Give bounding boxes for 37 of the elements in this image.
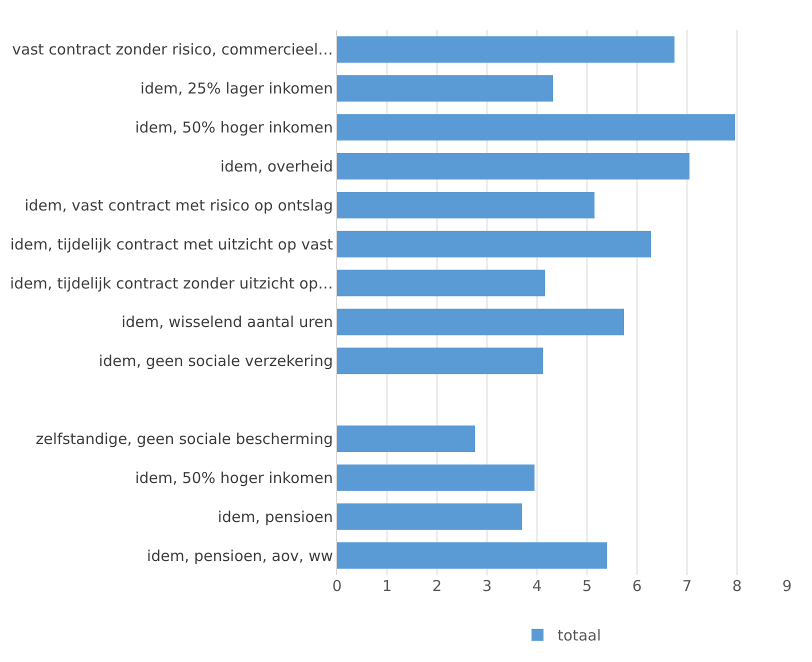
x-tick-label: 1 — [382, 577, 392, 595]
x-tick-label: 3 — [482, 577, 492, 595]
bar — [337, 542, 607, 569]
y-tick-label: vast contract zonder risico, commercieel… — [12, 40, 333, 59]
y-tick-label: idem, tijdelijk contract met uitzicht op vast — [10, 235, 334, 254]
bar — [337, 270, 545, 296]
x-tick-label: 9 — [782, 577, 792, 595]
y-tick-label: idem, vast contract met risico op ontslag — [24, 196, 333, 214]
bar — [337, 426, 475, 452]
y-tick-label: idem, 50% hoger inkomen — [135, 118, 333, 137]
bar — [337, 75, 553, 102]
bar — [337, 230, 651, 258]
bar — [337, 464, 534, 491]
x-tick-label: 2 — [432, 577, 442, 595]
legend-label: totaal — [558, 626, 601, 645]
bar — [337, 114, 735, 141]
x-tick-label: 6 — [632, 577, 642, 595]
bar — [337, 36, 674, 63]
y-tick-label: idem, geen sociale verzekering — [98, 352, 333, 370]
x-tick-label: 4 — [532, 577, 542, 595]
x-tick-label: 7 — [682, 577, 692, 595]
y-tick-label: idem, overheid — [220, 158, 333, 176]
x-tick-label: 5 — [582, 577, 592, 595]
y-tick-label: idem, pensioen — [218, 508, 333, 526]
bar — [337, 192, 594, 218]
y-tick-label: idem, 25% lager inkomen — [140, 80, 333, 98]
bar — [337, 503, 522, 530]
bar — [337, 308, 624, 336]
y-tick-label: idem, 50% hoger inkomen — [135, 468, 333, 487]
y-tick-label: idem, wisselend aantal uren — [121, 313, 333, 332]
y-tick-label: zelfstandige, geen sociale bescherming — [36, 430, 333, 448]
bar — [337, 153, 690, 180]
y-tick-label: idem, pensioen, aov, ww — [146, 546, 333, 565]
bar — [337, 348, 543, 374]
x-tick-label: 8 — [732, 577, 742, 595]
x-tick-label: 0 — [332, 577, 342, 595]
y-tick-label: idem, tijdelijk contract zonder uitzicht op… — [10, 274, 333, 292]
